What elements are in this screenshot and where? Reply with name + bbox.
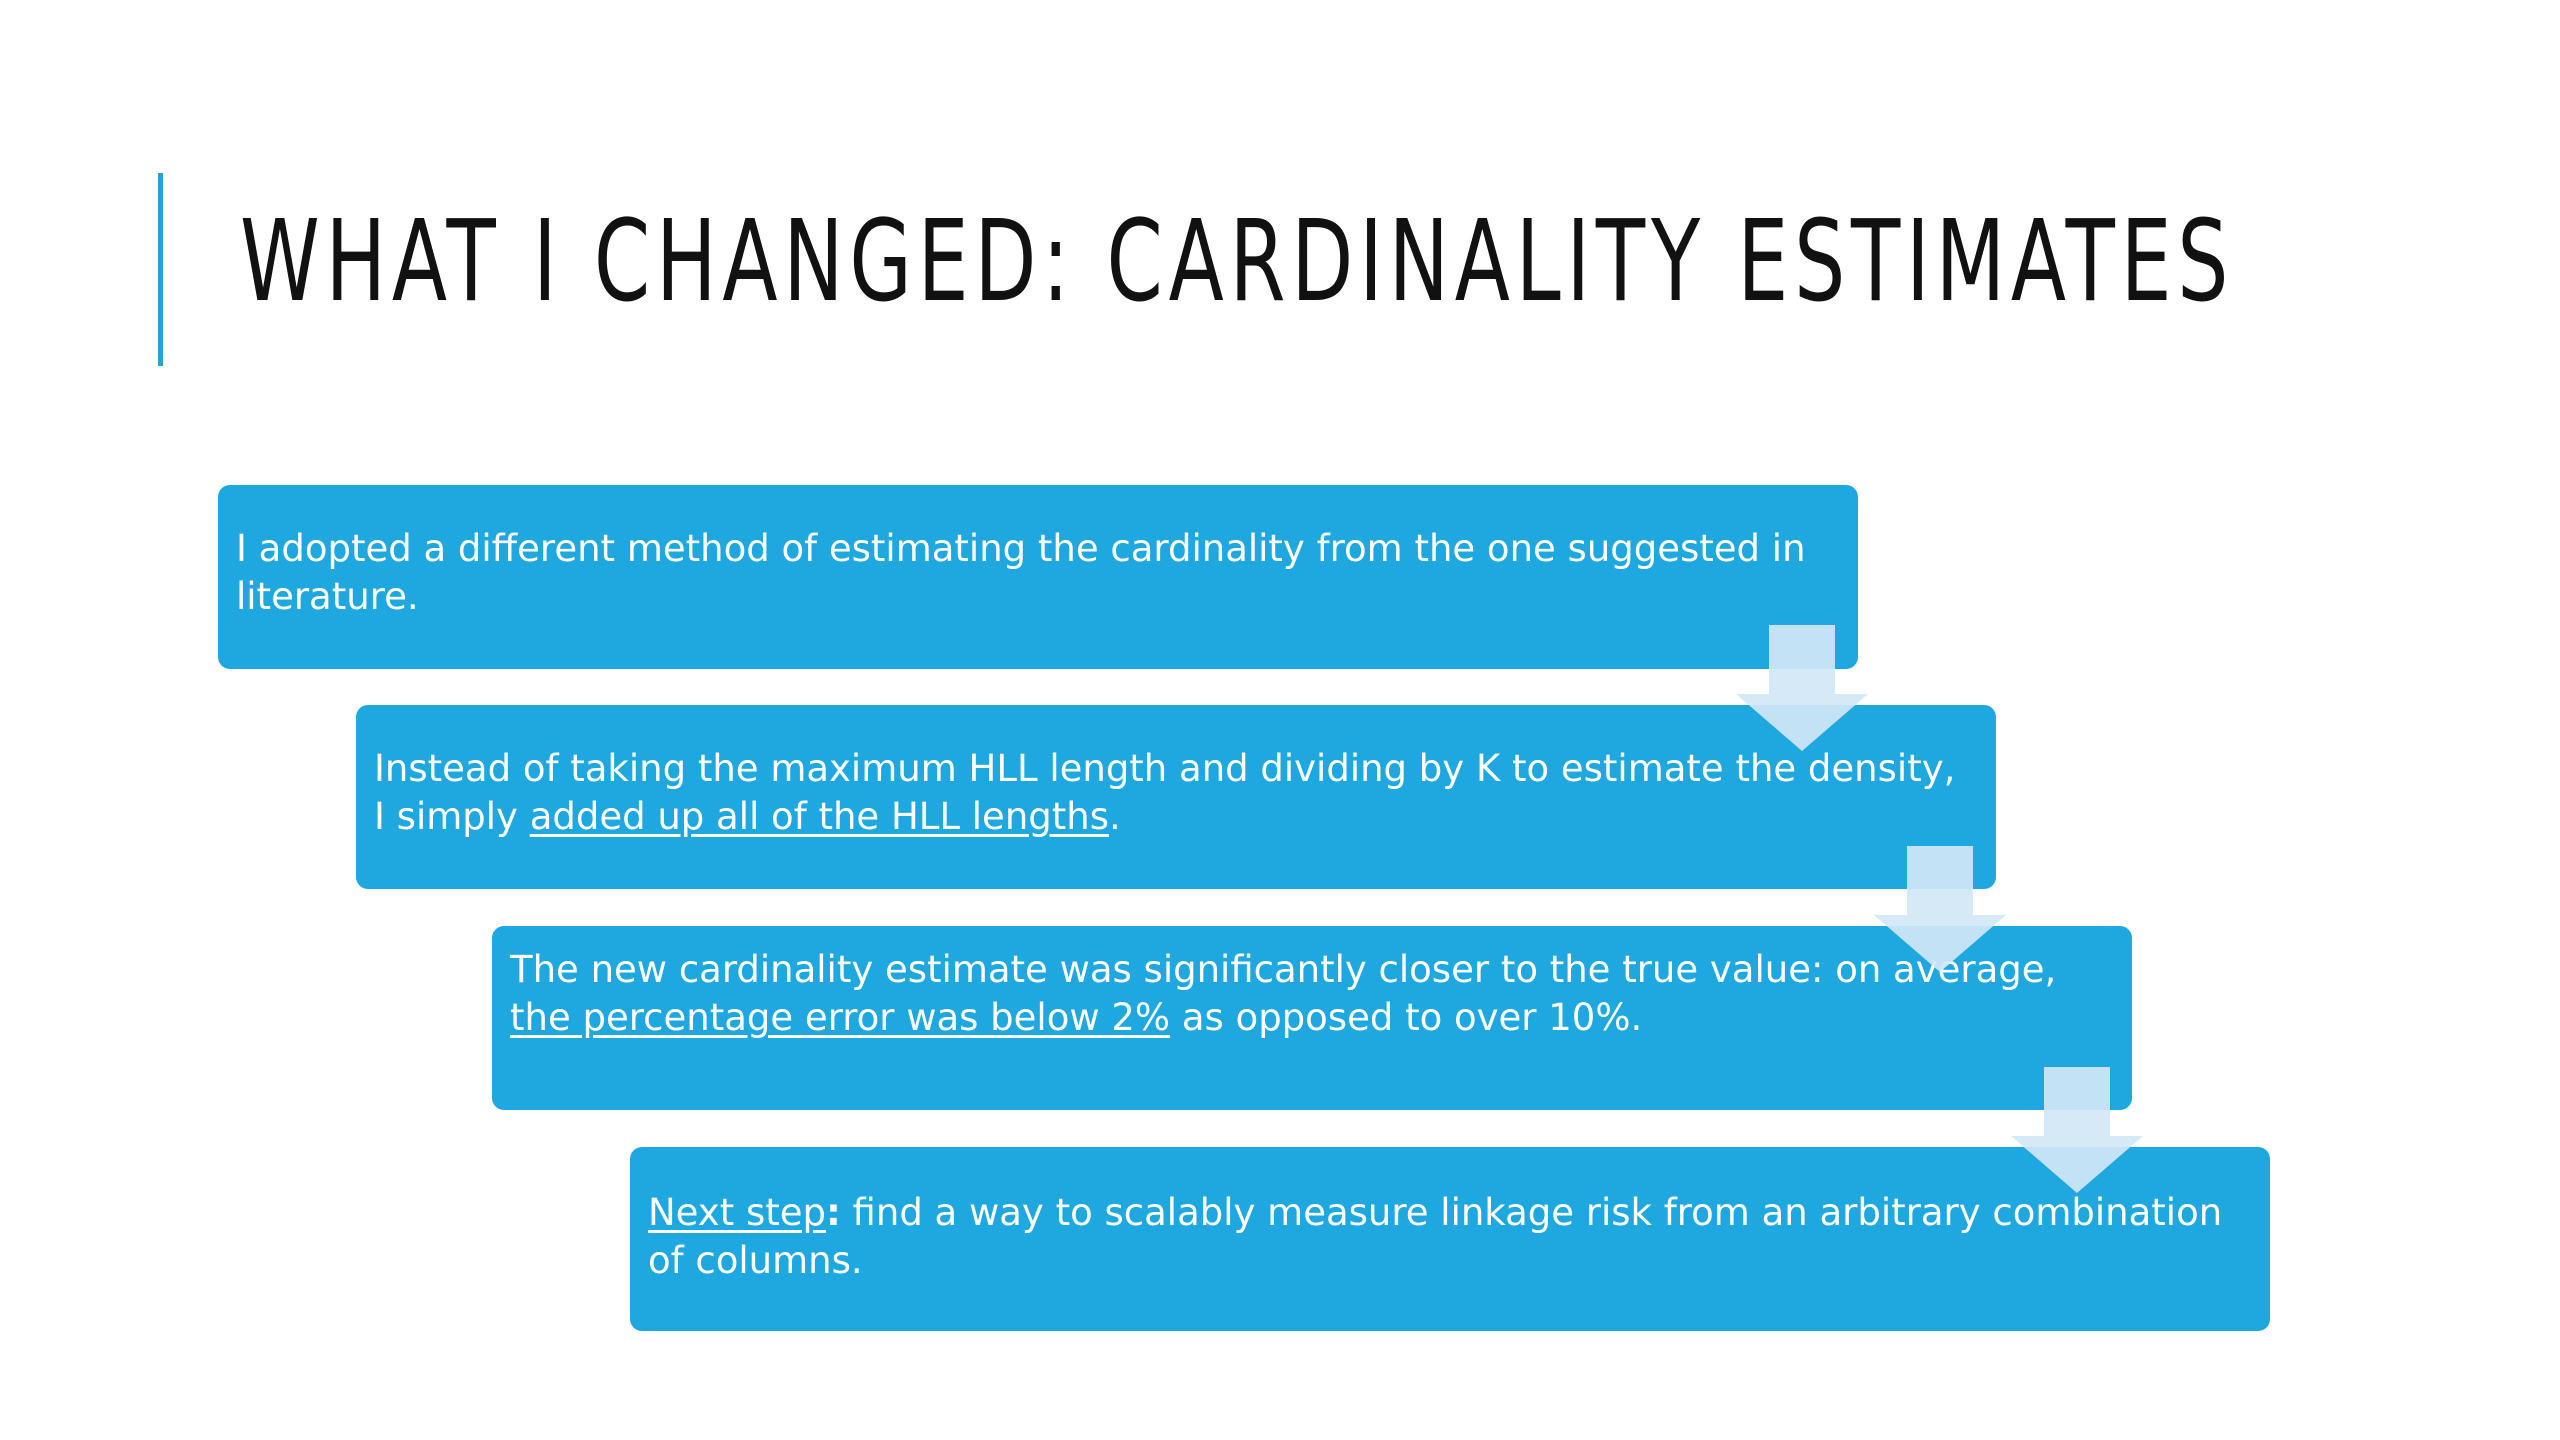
step-box-3: The new cardinality estimate was signifi…: [492, 926, 2132, 1110]
slide-title: WHAT I CHANGED: CARDINALITY ESTIMATES: [240, 197, 2235, 327]
step-1-text: I adopted a different method of estimati…: [236, 527, 1806, 618]
step-3-underlined-text: the percentage error was below 2%: [510, 996, 1171, 1039]
arrow-down-icon: [1736, 625, 1868, 751]
step-box-4: Next step: find a way to scalably measur…: [630, 1147, 2270, 1331]
title-accent-bar: [158, 173, 163, 366]
step-2-text: Instead of taking the maximum HLL length…: [374, 747, 1956, 838]
step-box-1: I adopted a different method of estimati…: [218, 485, 1858, 669]
step-4-text: Next step: find a way to scalably measur…: [648, 1191, 2223, 1282]
step-2-underlined-text: added up all of the HLL lengths: [529, 795, 1109, 838]
step-3-text: The new cardinality estimate was signifi…: [510, 948, 2057, 1039]
next-step-label: Next step: [648, 1191, 826, 1234]
arrow-down-icon: [2011, 1067, 2143, 1193]
arrow-down-icon: [1874, 846, 2006, 972]
step-box-2: Instead of taking the maximum HLL length…: [356, 705, 1996, 889]
